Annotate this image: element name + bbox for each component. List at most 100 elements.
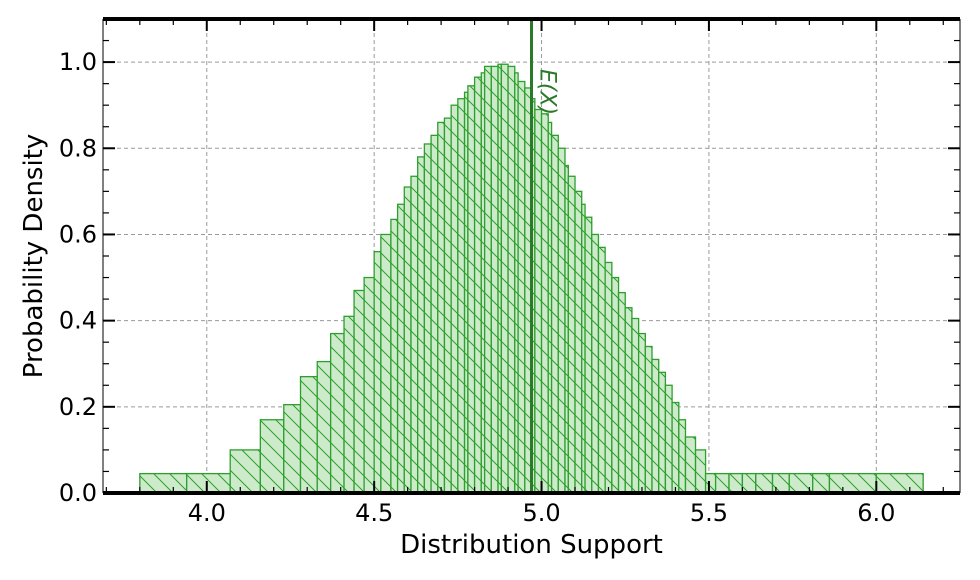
y-axis-title: Probability Density [19,134,49,379]
histogram-bar [316,360,332,494]
histogram-bar [678,419,687,494]
bar-outline [390,218,399,494]
histogram-bar [473,76,482,494]
histogram-bar [467,85,476,494]
histogram-bar [500,63,509,494]
bar-outline [671,401,680,494]
histogram-bar [637,332,646,494]
histogram-bar [430,134,439,494]
bar-outline [430,134,439,494]
histogram-bar [664,384,673,494]
histogram-bar [644,345,653,494]
histogram-bar [396,203,405,494]
bar-outline [283,404,302,494]
histogram-bar [410,175,419,494]
y-tick-label: 0.0 [59,479,97,507]
bar-outline [410,175,419,494]
bar-outline [637,332,646,494]
mean-label: E(X) [535,69,560,115]
y-tick-label: 0.6 [59,220,97,248]
bar-outline [483,65,492,494]
histogram-bar [139,472,188,494]
histogram-bar [507,65,516,494]
bar-outline [373,251,382,494]
bar-outline [467,85,476,494]
histogram-bar [517,80,526,494]
bar-outline [229,449,261,494]
x-tick-label: 5.5 [690,499,728,527]
bar-outline [684,436,697,494]
histogram-bar [363,276,375,494]
histogram-bar [591,233,600,494]
histogram-bar [443,117,452,494]
histogram-bar [631,317,640,494]
histogram-bar [557,147,566,494]
histogram-bar [343,315,355,494]
bar-outline [316,360,332,494]
bar-outline [490,65,499,494]
histogram-bar [490,65,499,494]
histogram-bar [417,156,426,494]
histogram-bar [812,472,831,494]
bar-outline [624,307,633,494]
histogram-bar [611,276,620,494]
bar-outline [755,472,774,494]
bar-outline [584,216,593,494]
histogram-bars [139,63,924,494]
bar-outline [714,472,730,494]
histogram-bar [755,472,774,494]
bar-outline [604,261,613,494]
histogram-bar [534,108,543,494]
bar-outline [631,317,640,494]
histogram-bar [423,143,432,494]
bar-outline [557,147,566,494]
histogram-bar [597,246,606,494]
bar-outline [567,175,576,494]
y-tick-label: 0.4 [59,307,97,335]
bar-outline [534,108,543,494]
bar-outline [517,80,526,494]
bar-outline [741,472,757,494]
histogram-bar [380,233,392,494]
histogram-bar [353,289,365,494]
bar-outline [450,104,459,494]
bar-outline [658,371,667,494]
bar-outline [343,315,355,494]
histogram-bar [259,419,285,494]
x-axis-title: Distribution Support [400,530,663,560]
bar-outline [704,472,717,494]
bar-outline [550,134,559,494]
bar-outline [574,190,583,494]
x-tick-label: 6.0 [857,499,895,527]
bar-outline [694,449,707,494]
histogram-bar [604,261,613,494]
x-tick-label: 5.0 [522,499,560,527]
bar-outline [299,376,318,494]
histogram-bar [617,291,626,494]
histogram-bar [624,307,633,494]
histogram-bar [574,190,583,494]
bar-outline [139,472,188,494]
histogram-bar [437,121,446,494]
histogram-bar [403,186,412,494]
bar-outline [473,76,482,494]
histogram-bar [540,113,549,494]
histogram-bar [671,401,680,494]
bar-outline [507,65,516,494]
histogram-bar [329,332,345,494]
y-tick-label: 0.2 [59,393,97,421]
histogram-bar [684,436,697,494]
bar-outline [259,419,285,494]
bar-outline [540,113,549,494]
bar-outline [329,332,345,494]
bar-outline [423,143,432,494]
axis-ticks: 4.0 4.5 5.0 5.5 6.0 0.0 0.2 0.4 0.6 0.8 1.0 [59,19,960,527]
bar-outline [380,233,392,494]
x-tick-label: 4.5 [355,499,393,527]
bar-outline [644,345,653,494]
histogram-bar [373,251,382,494]
histogram-bar [658,371,667,494]
histogram-bar [483,65,492,494]
histogram-bar [283,404,302,494]
